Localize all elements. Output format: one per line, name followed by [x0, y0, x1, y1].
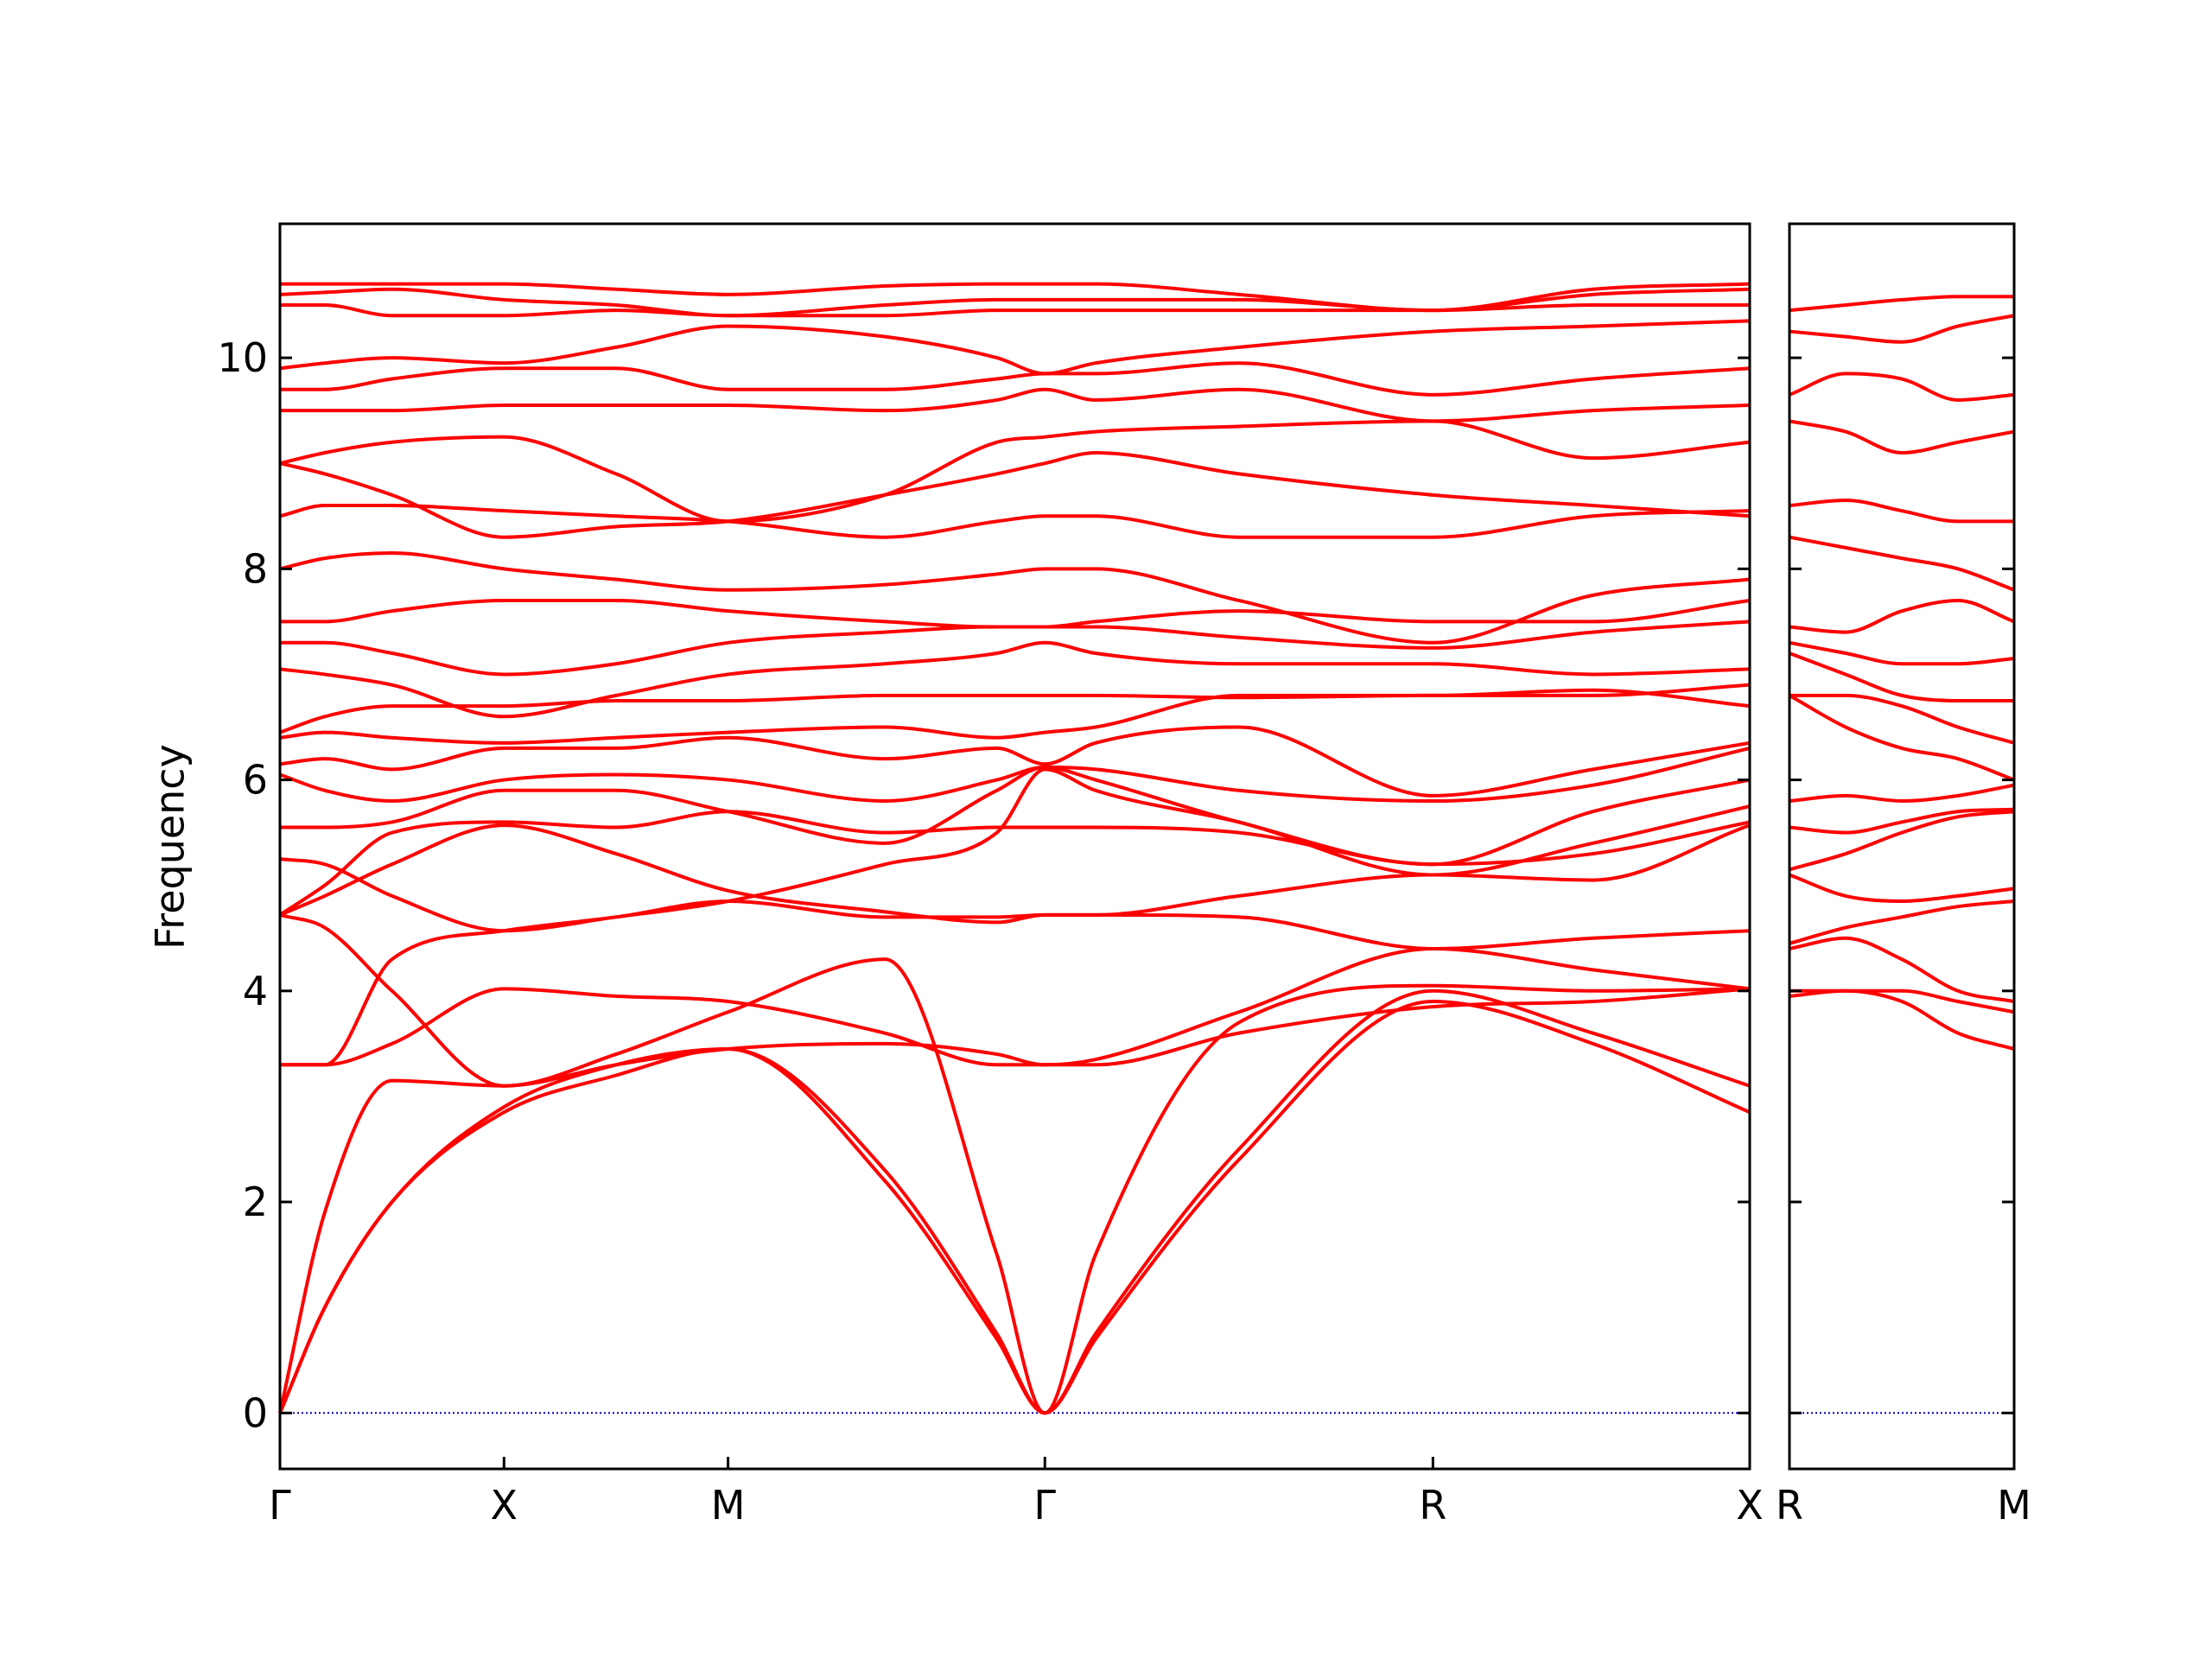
- y-axis-label: Frequency: [147, 744, 194, 950]
- band-line: [1789, 295, 2014, 313]
- x-tick-label: Γ: [1033, 1482, 1056, 1529]
- y-tick-label: 2: [243, 1179, 268, 1225]
- band-line: [280, 361, 1751, 397]
- band-line: [279, 683, 1751, 734]
- x-tick-label: M: [711, 1482, 746, 1529]
- x-tick-label: M: [1997, 1482, 2031, 1529]
- x-tick-label: Γ: [269, 1482, 291, 1529]
- band-line: [1789, 694, 2015, 782]
- band-line: [279, 451, 1751, 539]
- band-line: [280, 598, 1751, 629]
- band-line: [1789, 535, 2015, 592]
- band-line: [1789, 314, 2015, 344]
- y-tick-label: 10: [217, 334, 268, 381]
- band-line: [1789, 783, 2015, 803]
- band-line: [280, 987, 1751, 1067]
- x-tick-label: X: [1736, 1482, 1764, 1529]
- band-line: [279, 282, 1751, 313]
- axes-frame: [278, 222, 1751, 1471]
- band-line: [278, 988, 1751, 1415]
- band-line: [280, 899, 1751, 1067]
- band-line: [1789, 988, 2015, 1014]
- y-tick-label: 8: [243, 545, 268, 592]
- band-line: [279, 387, 1751, 423]
- band-line: [278, 957, 1751, 1415]
- band-line: [279, 640, 1751, 719]
- band-line: [279, 767, 1751, 933]
- band-line: [279, 504, 1751, 539]
- band-line: [1789, 810, 2015, 872]
- band-line: [279, 303, 1750, 318]
- band-line: [1789, 988, 2015, 1051]
- band-line: [1789, 372, 2015, 402]
- x-tick-label: X: [491, 1482, 518, 1529]
- axes-frame: [1788, 222, 2016, 1471]
- band-line: [1789, 936, 2015, 1003]
- band-line: [279, 746, 1751, 803]
- band-line: [1789, 640, 2015, 666]
- y-tick-label: 4: [243, 968, 268, 1014]
- band-line: [279, 912, 1751, 1088]
- band-line: [1789, 498, 2014, 524]
- band-line: [1789, 899, 2015, 945]
- band-line: [279, 823, 1751, 925]
- band-line: [1789, 419, 2015, 454]
- y-tick-label: 0: [243, 1389, 268, 1436]
- band-line: [279, 725, 1751, 798]
- x-tick-label: R: [1776, 1482, 1803, 1529]
- y-tick-label: 6: [243, 757, 268, 804]
- band-line: [279, 419, 1751, 524]
- band-line: [279, 319, 1751, 376]
- band-line: [1789, 873, 2015, 903]
- band-line: [1789, 693, 2015, 745]
- band-line: [1789, 807, 2015, 835]
- band-line: [1789, 652, 2014, 702]
- band-line: [280, 765, 1751, 867]
- band-line: [1789, 598, 2015, 634]
- band-line: [279, 551, 1751, 645]
- x-tick-label: R: [1419, 1482, 1446, 1529]
